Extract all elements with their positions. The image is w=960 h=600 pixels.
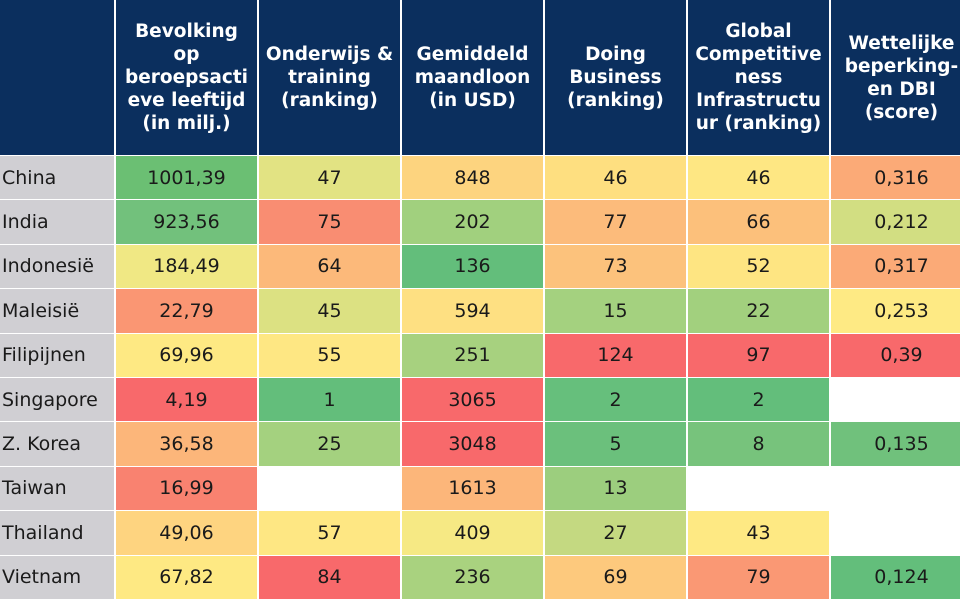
table-cell: 923,56 [116, 200, 257, 245]
table-cell: 69,96 [116, 333, 257, 378]
table-cell: 46 [545, 156, 686, 201]
table-cell [831, 466, 960, 512]
table-cell: 43 [688, 511, 829, 556]
row-label: Thailand [0, 511, 114, 556]
row-label: Maleisië [0, 289, 114, 334]
row-label: India [0, 200, 114, 245]
table-cell: 52 [688, 244, 829, 290]
table-cell: 1 [259, 377, 400, 423]
column-header: Bevolking op beroepsacti eve leeftijd (i… [116, 0, 257, 156]
table-cell: 202 [402, 200, 543, 245]
table-cell: 36,58 [116, 422, 257, 467]
table-cell: 0,39 [831, 333, 960, 378]
table-cell: 27 [545, 511, 686, 556]
table-cell: 69 [545, 555, 686, 600]
column-header: Doing Business (ranking) [545, 0, 686, 156]
table-cell: 0,316 [831, 156, 960, 201]
table-cell: 64 [259, 244, 400, 290]
table-cell: 15 [545, 289, 686, 334]
table-cell: 77 [545, 200, 686, 245]
table-cell: 22,79 [116, 289, 257, 334]
table-cell: 1613 [402, 466, 543, 512]
table-cell: 848 [402, 156, 543, 201]
table-cell: 594 [402, 289, 543, 334]
table-cell: 16,99 [116, 466, 257, 512]
row-label: Singapore [0, 377, 114, 423]
table-cell: 73 [545, 244, 686, 290]
table-cell: 55 [259, 333, 400, 378]
table-cell: 124 [545, 333, 686, 378]
table-cell: 22 [688, 289, 829, 334]
row-label: Vietnam [0, 555, 114, 600]
table-cell: 0,317 [831, 244, 960, 290]
row-label: Z. Korea [0, 422, 114, 467]
row-label: Indonesië [0, 244, 114, 290]
table-cell: 45 [259, 289, 400, 334]
table-cell: 5 [545, 422, 686, 467]
table-cell [259, 466, 400, 512]
row-label: Taiwan [0, 466, 114, 512]
table-cell: 236 [402, 555, 543, 600]
table-cell: 0,124 [831, 555, 960, 600]
row-label: China [0, 156, 114, 201]
table-cell: 67,82 [116, 555, 257, 600]
table-cell: 0,135 [831, 422, 960, 467]
table-cell: 4,19 [116, 377, 257, 423]
table-cell [831, 511, 960, 556]
table-cell: 3048 [402, 422, 543, 467]
table-cell: 75 [259, 200, 400, 245]
table-cell: 251 [402, 333, 543, 378]
table-cell [831, 377, 960, 423]
column-header: Global Competitive ness Infrastructu ur … [688, 0, 829, 156]
table-cell: 57 [259, 511, 400, 556]
table-cell: 0,212 [831, 200, 960, 245]
column-header: Onderwijs & training (ranking) [259, 0, 400, 156]
table-cell: 97 [688, 333, 829, 378]
table-cell: 66 [688, 200, 829, 245]
table-cell: 84 [259, 555, 400, 600]
table-cell: 2 [545, 377, 686, 423]
table-cell: 13 [545, 466, 686, 512]
table-cell: 409 [402, 511, 543, 556]
header-corner [0, 0, 114, 156]
table-cell: 1001,39 [116, 156, 257, 201]
table-cell: 184,49 [116, 244, 257, 290]
table-cell [688, 466, 829, 512]
table-cell: 2 [688, 377, 829, 423]
column-header: Wettelijke beperking- en DBI (score) [831, 0, 960, 156]
table-cell: 136 [402, 244, 543, 290]
table-cell: 3065 [402, 377, 543, 423]
table-cell: 46 [688, 156, 829, 201]
table-cell: 25 [259, 422, 400, 467]
column-header: Gemiddeld maandloon (in USD) [402, 0, 543, 156]
table-cell: 49,06 [116, 511, 257, 556]
table-cell: 47 [259, 156, 400, 201]
table-cell: 0,253 [831, 289, 960, 334]
table-cell: 79 [688, 555, 829, 600]
row-label: Filipijnen [0, 333, 114, 378]
table-cell: 8 [688, 422, 829, 467]
